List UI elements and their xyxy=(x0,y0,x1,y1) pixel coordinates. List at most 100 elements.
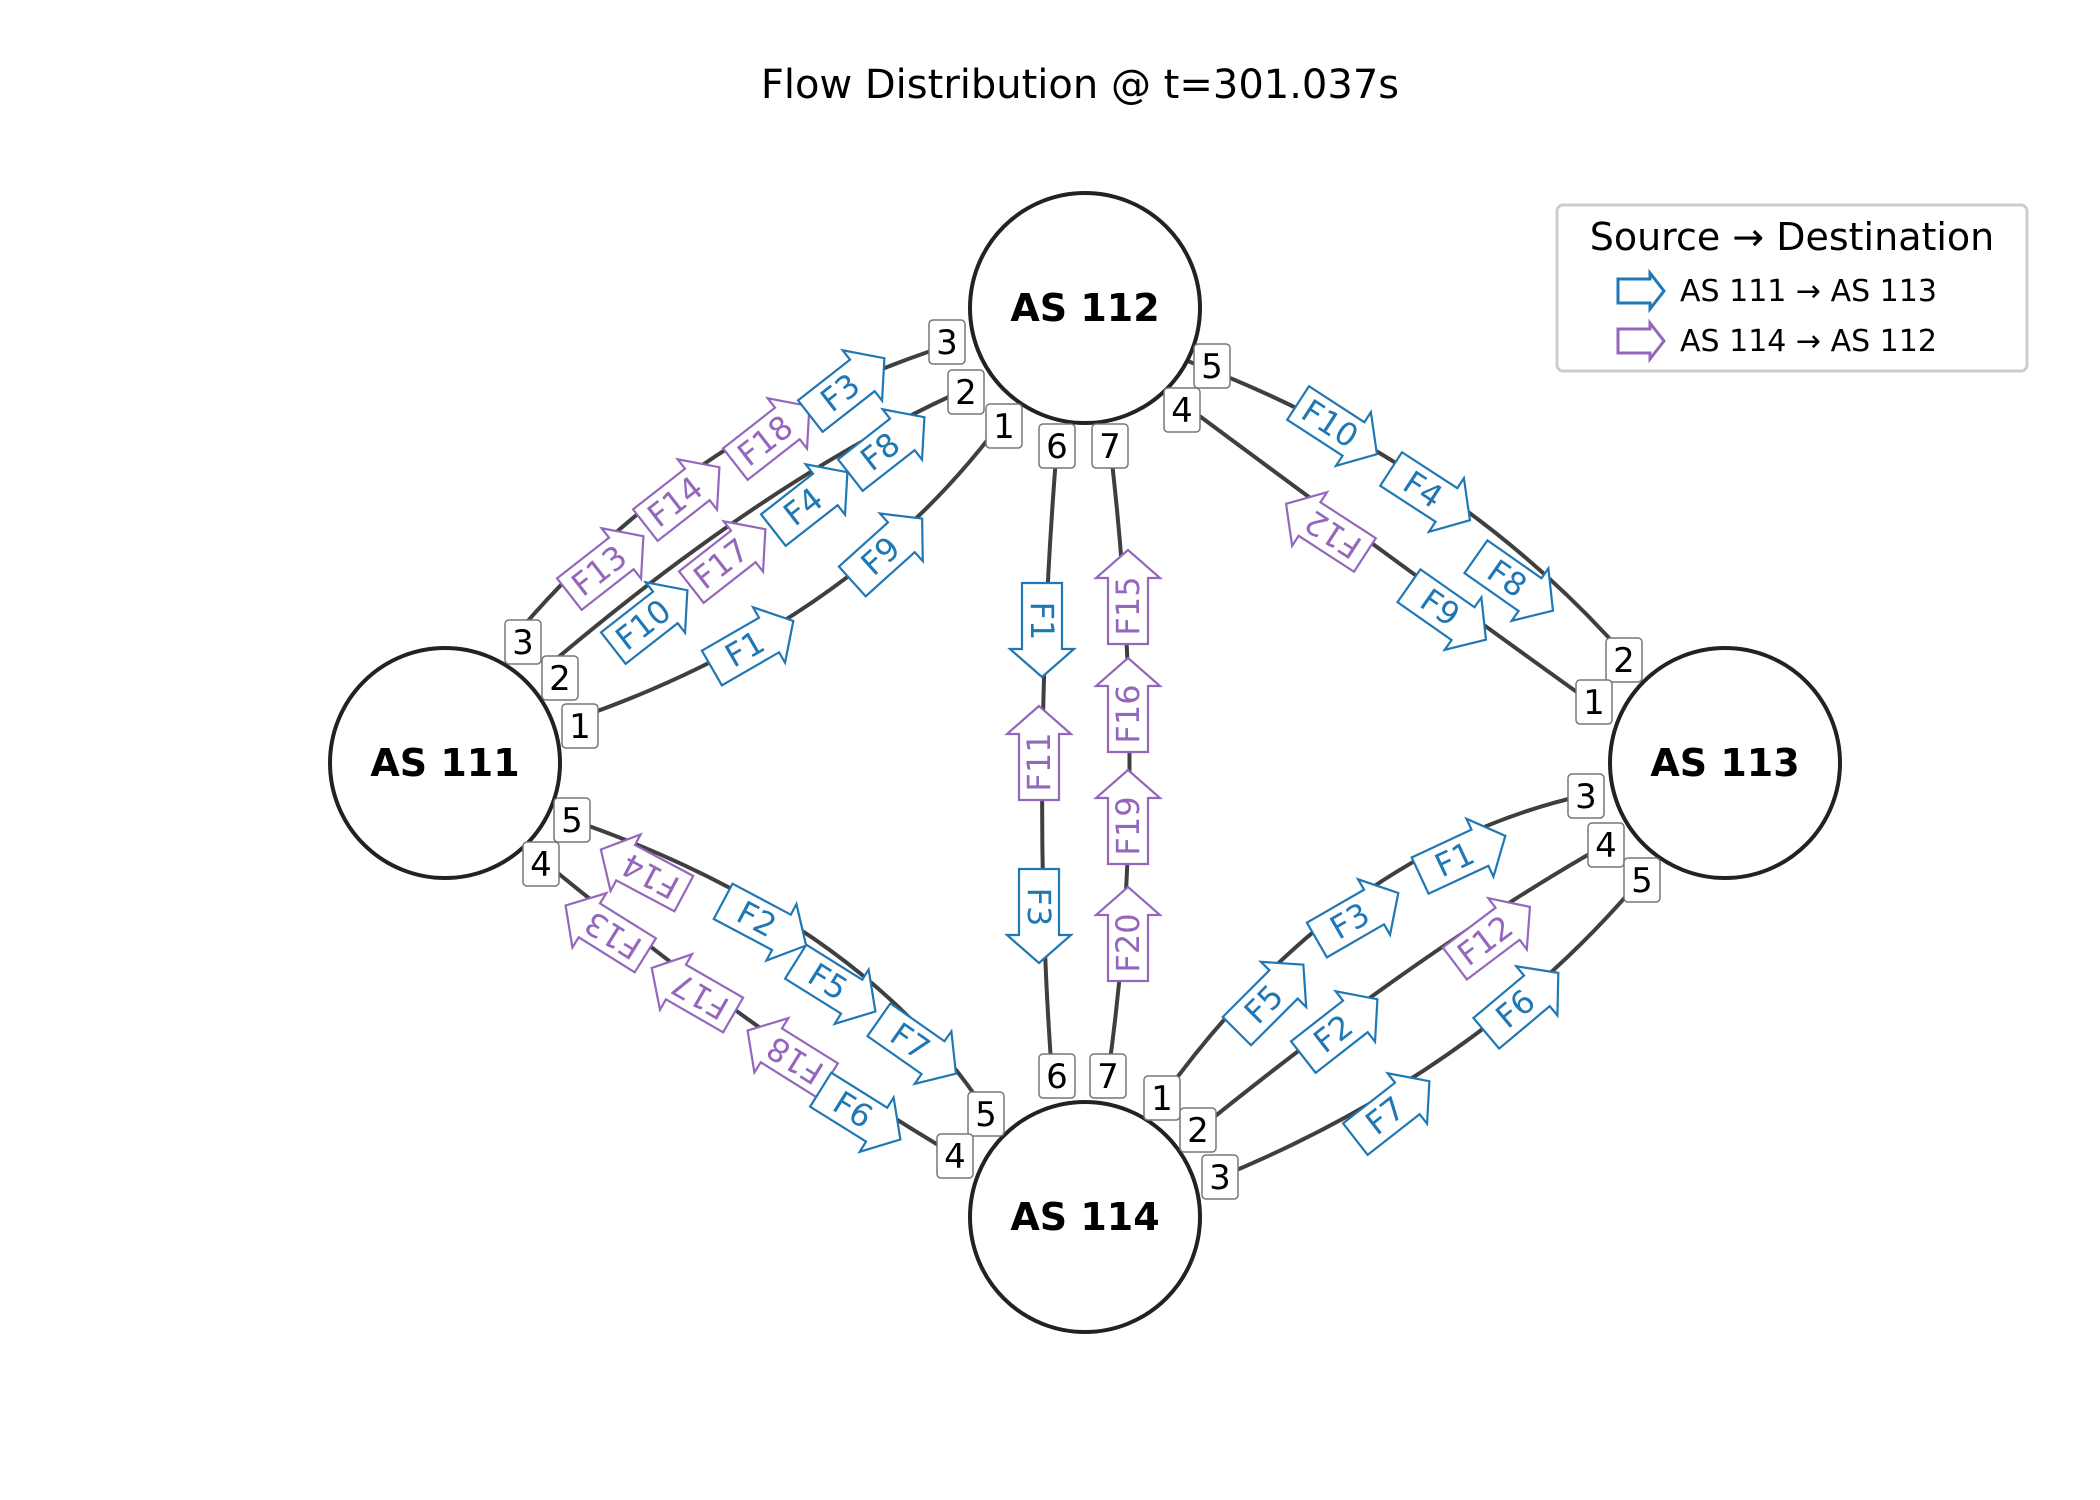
port-number: 1 xyxy=(569,707,591,747)
flow-badge-f7: F7 xyxy=(865,1001,958,1086)
port-box xyxy=(541,655,579,701)
port-label-114-113-2-from: 2 xyxy=(1179,1107,1217,1153)
port-box xyxy=(1193,343,1231,389)
port-box xyxy=(967,1091,1005,1137)
flow-arrow-icon xyxy=(837,512,924,598)
port-box xyxy=(947,369,985,415)
port-number: 2 xyxy=(549,659,571,699)
node-label: AS 114 xyxy=(1010,1195,1159,1239)
legend-arrow-purple-icon xyxy=(1616,318,1666,364)
flow-arrow-icon xyxy=(1289,989,1379,1075)
flow-arrow-icon xyxy=(808,1071,902,1154)
flow-arrow-icon xyxy=(555,526,645,612)
port-label-114-113-1-from: 1 xyxy=(1143,1075,1181,1121)
flow-badge-f2: F2 xyxy=(712,882,808,963)
port-box xyxy=(1091,423,1129,469)
port-label-112-114-6-to: 6 xyxy=(1038,1053,1076,1099)
flow-arrow-icon xyxy=(1305,877,1400,959)
port-label-111-112-1-from: 1 xyxy=(561,703,599,749)
node-circle xyxy=(968,1100,1202,1334)
flow-arrow-icon xyxy=(1221,960,1308,1047)
flow-arrow-icon xyxy=(631,457,721,543)
port-label-114-113-1-to: 3 xyxy=(1567,773,1605,819)
port-box xyxy=(504,619,542,665)
node-circle xyxy=(968,191,1202,425)
flow-badge-f11: F11 xyxy=(1004,704,1074,802)
port-number: 5 xyxy=(1631,861,1653,901)
flow-arrow-icon xyxy=(1462,538,1555,623)
flow-badge-f17: F17 xyxy=(650,952,745,1034)
port-label-114-113-2-to: 4 xyxy=(1587,822,1625,868)
port-label-114-113-3-to: 5 xyxy=(1623,857,1661,903)
flow-badge-f3: F3 xyxy=(1004,867,1074,965)
flow-arrow-icon xyxy=(865,1001,958,1086)
port-box xyxy=(1623,857,1661,903)
flow-arrow-icon xyxy=(650,952,745,1034)
link-114-113-1 xyxy=(1160,793,1586,1100)
flow-arrow-icon xyxy=(1093,548,1163,646)
port-box xyxy=(1567,773,1605,819)
node-as113: AS 113 xyxy=(1608,646,1842,880)
port-box xyxy=(1038,423,1076,469)
port-box xyxy=(561,703,599,749)
flow-arrow-icon xyxy=(1410,816,1507,896)
port-label-111-114-5-to: 5 xyxy=(967,1091,1005,1137)
port-label-111-112-2-from: 2 xyxy=(541,655,579,701)
node-as112: AS 112 xyxy=(968,191,1202,425)
port-number: 4 xyxy=(1595,826,1617,866)
port-box xyxy=(522,841,560,887)
node-as111: AS 111 xyxy=(328,646,562,880)
flow-badge-f9: F9 xyxy=(837,512,924,598)
flow-arrow-icon xyxy=(1004,867,1074,965)
link-111-112-1 xyxy=(577,408,1012,720)
link-114-113-3 xyxy=(1219,878,1642,1179)
port-number: 6 xyxy=(1046,1057,1068,1097)
port-label-112-113-4-from: 4 xyxy=(1163,387,1201,433)
port-box xyxy=(1038,1053,1076,1099)
port-number: 3 xyxy=(512,623,534,663)
legend: Source → Destination AS 111 → AS 113 AS … xyxy=(1555,203,2029,373)
port-box xyxy=(1163,387,1201,433)
flow-arrow-icon xyxy=(836,407,926,493)
node-circle xyxy=(1608,646,1842,880)
port-label-111-114-4-to: 4 xyxy=(936,1133,974,1179)
flow-badge-f14: F14 xyxy=(599,832,695,913)
port-label-112-113-4-to: 1 xyxy=(1575,679,1613,725)
legend-title: Source → Destination xyxy=(1590,215,1995,259)
port-box xyxy=(1575,679,1613,725)
flow-arrow-icon xyxy=(796,348,886,434)
port-number: 3 xyxy=(1209,1158,1231,1198)
port-box xyxy=(1179,1107,1217,1153)
port-number: 1 xyxy=(1583,683,1605,723)
flow-badge-f16: F16 xyxy=(1093,656,1163,754)
port-box xyxy=(985,403,1023,449)
flow-arrow-icon xyxy=(712,882,808,963)
flow-label: F11 xyxy=(1020,732,1058,791)
port-label-111-112-3-from: 3 xyxy=(504,619,542,665)
port-number: 7 xyxy=(1097,1057,1119,1097)
port-label-111-112-3-to: 3 xyxy=(928,319,966,365)
port-box xyxy=(1587,822,1625,868)
port-box xyxy=(928,319,966,365)
flow-arrow-icon xyxy=(1441,896,1532,981)
port-number: 4 xyxy=(944,1137,966,1177)
flow-arrow-icon xyxy=(783,943,877,1026)
flow-badge-f14: F14 xyxy=(631,457,721,543)
legend-entry-purple: AS 114 → AS 112 xyxy=(1616,318,1937,364)
node-as114: AS 114 xyxy=(968,1100,1202,1334)
flow-badge-f3: F3 xyxy=(1305,877,1400,959)
flow-arrow-icon xyxy=(1285,384,1379,468)
legend-arrow-blue-icon xyxy=(1616,268,1666,314)
flow-label: F1 xyxy=(1023,602,1061,641)
port-number: 1 xyxy=(1151,1079,1173,1119)
port-number: 1 xyxy=(993,407,1015,447)
flow-arrow-icon xyxy=(746,1016,840,1099)
diagram-title: Flow Distribution @ t=301.037s xyxy=(761,62,1399,108)
flow-arrow-icon xyxy=(1004,704,1074,802)
nodes-layer: AS 111 AS 112 AS 113 AS 114 xyxy=(328,191,1842,1334)
flow-badge-f15: F15 xyxy=(1093,548,1163,646)
flow-arrow-icon xyxy=(1093,885,1163,983)
port-number: 6 xyxy=(1046,427,1068,467)
